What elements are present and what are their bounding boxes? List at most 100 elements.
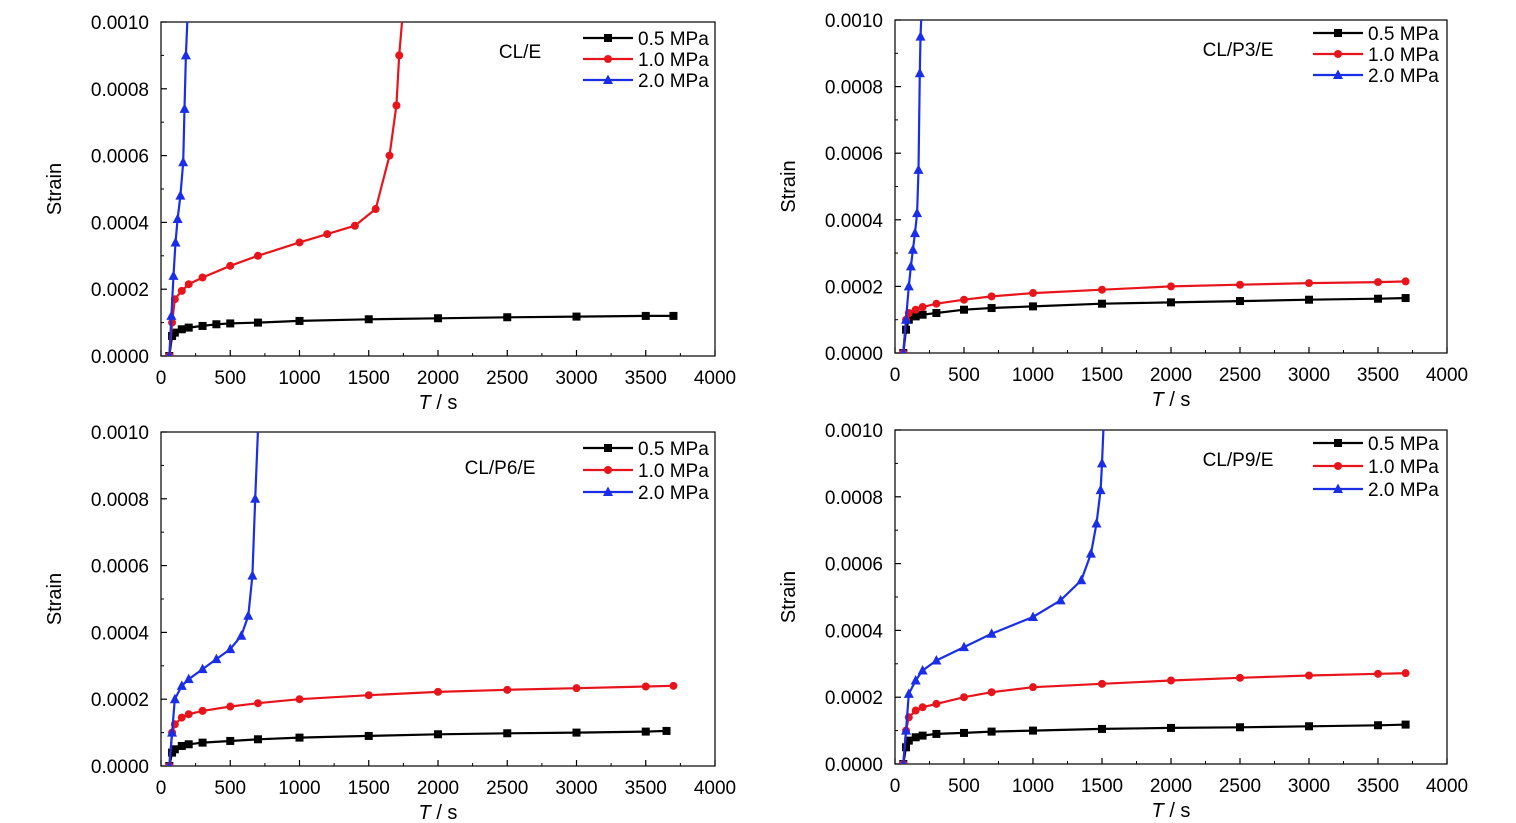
data-point [169,693,180,704]
panel-title: CL/E [499,42,541,63]
data-point [503,729,512,738]
x-tick-label: 2500 [486,778,528,799]
data-point [1305,671,1313,680]
data-point [1374,669,1382,678]
panel-title: CL/P9/E [1203,450,1274,471]
y-tick-label: 0.0006 [825,555,883,576]
data-point [900,347,907,353]
x-tick-label: 3000 [1288,776,1330,797]
y-tick-label: 0.0006 [825,144,883,165]
data-point [907,244,918,254]
data-point [932,699,941,708]
data-point [175,190,186,200]
data-point [166,760,173,766]
legend-marker [603,486,613,496]
x-tick-label: 2000 [1150,776,1192,797]
x-axis-label: T / s [419,392,458,414]
y-axis-label: Strain [44,573,66,625]
data-point [987,292,996,301]
data-point [1305,279,1313,288]
data-point [253,251,262,260]
legend-label: 1.0 MPa [638,50,709,71]
data-point [350,221,359,230]
data-point [911,312,920,321]
series-square [165,726,671,766]
data-point [295,238,304,247]
y-tick-label: 0.0008 [825,78,883,99]
chart-panel-2: 0 500 1000 1500 2000 2500 3000 3500 4000 0.0000 0.… [778,11,1468,411]
x-tick-label: 3000 [555,368,597,389]
data-point [184,740,193,749]
series-line [902,280,1406,353]
data-point [177,325,186,334]
data-point [1401,720,1410,729]
data-point [198,321,207,330]
data-point [917,664,928,675]
x-tick-label: 2500 [486,368,528,389]
data-point [911,733,920,742]
legend-marker [604,34,612,42]
chart-panel-3: 0 500 1000 1500 2000 2500 3000 3500 4000 0.0000 0.… [44,423,736,823]
data-point [395,51,404,60]
data-point [1374,294,1382,303]
data-point [177,713,186,722]
data-point [176,680,187,690]
series-triangle [166,431,261,766]
data-point [364,731,373,740]
data-point [901,314,912,324]
data-point [198,738,207,747]
legend-label: 2.0 MPa [1368,480,1439,501]
data-point [669,681,678,690]
data-point [226,736,235,745]
legend-marker [1334,439,1342,447]
data-point [211,653,222,664]
legend-label: 2.0 MPa [1368,66,1439,87]
data-point [198,273,207,282]
data-point [572,312,581,321]
series-line [902,19,923,353]
legend-marker [1334,462,1342,470]
data-point [179,103,190,113]
y-tick-label: 0.0000 [825,755,883,776]
data-point [987,727,996,736]
legend-label: 2.0 MPa [638,71,709,92]
series-line [902,429,1105,764]
y-tick-label: 0.0000 [91,347,149,368]
data-point [1401,277,1410,286]
data-point [170,236,181,247]
data-point [932,729,941,738]
x-tick-label: 2000 [417,368,459,389]
data-point [913,164,924,174]
data-point [932,299,941,308]
data-point [236,630,247,640]
y-axis-label: Strain [778,160,800,212]
data-point [1029,683,1037,692]
data-point [1095,484,1106,495]
data-point [1167,676,1175,685]
data-point [986,628,997,638]
x-tick-label: 0 [156,778,167,799]
series-triangle [900,429,1107,764]
data-point [1305,722,1313,731]
data-point [912,207,923,218]
x-tick-label: 0 [890,365,901,386]
series-line [902,723,1406,764]
data-point [910,675,921,685]
data-point [166,350,173,356]
data-point [295,695,304,704]
data-point [177,286,186,295]
data-point [295,316,304,325]
x-tick-label: 1000 [278,778,320,799]
x-tick-label: 1500 [1081,776,1123,797]
data-point [184,323,193,332]
legend-label: 0.5 MPa [1368,434,1439,455]
data-point [918,303,927,312]
data-point [903,688,914,698]
data-point [662,726,671,735]
data-point [168,270,179,280]
data-point [1305,295,1313,304]
x-tick-label: 3500 [1357,776,1399,797]
data-point [1167,723,1175,732]
series-line [168,314,674,356]
